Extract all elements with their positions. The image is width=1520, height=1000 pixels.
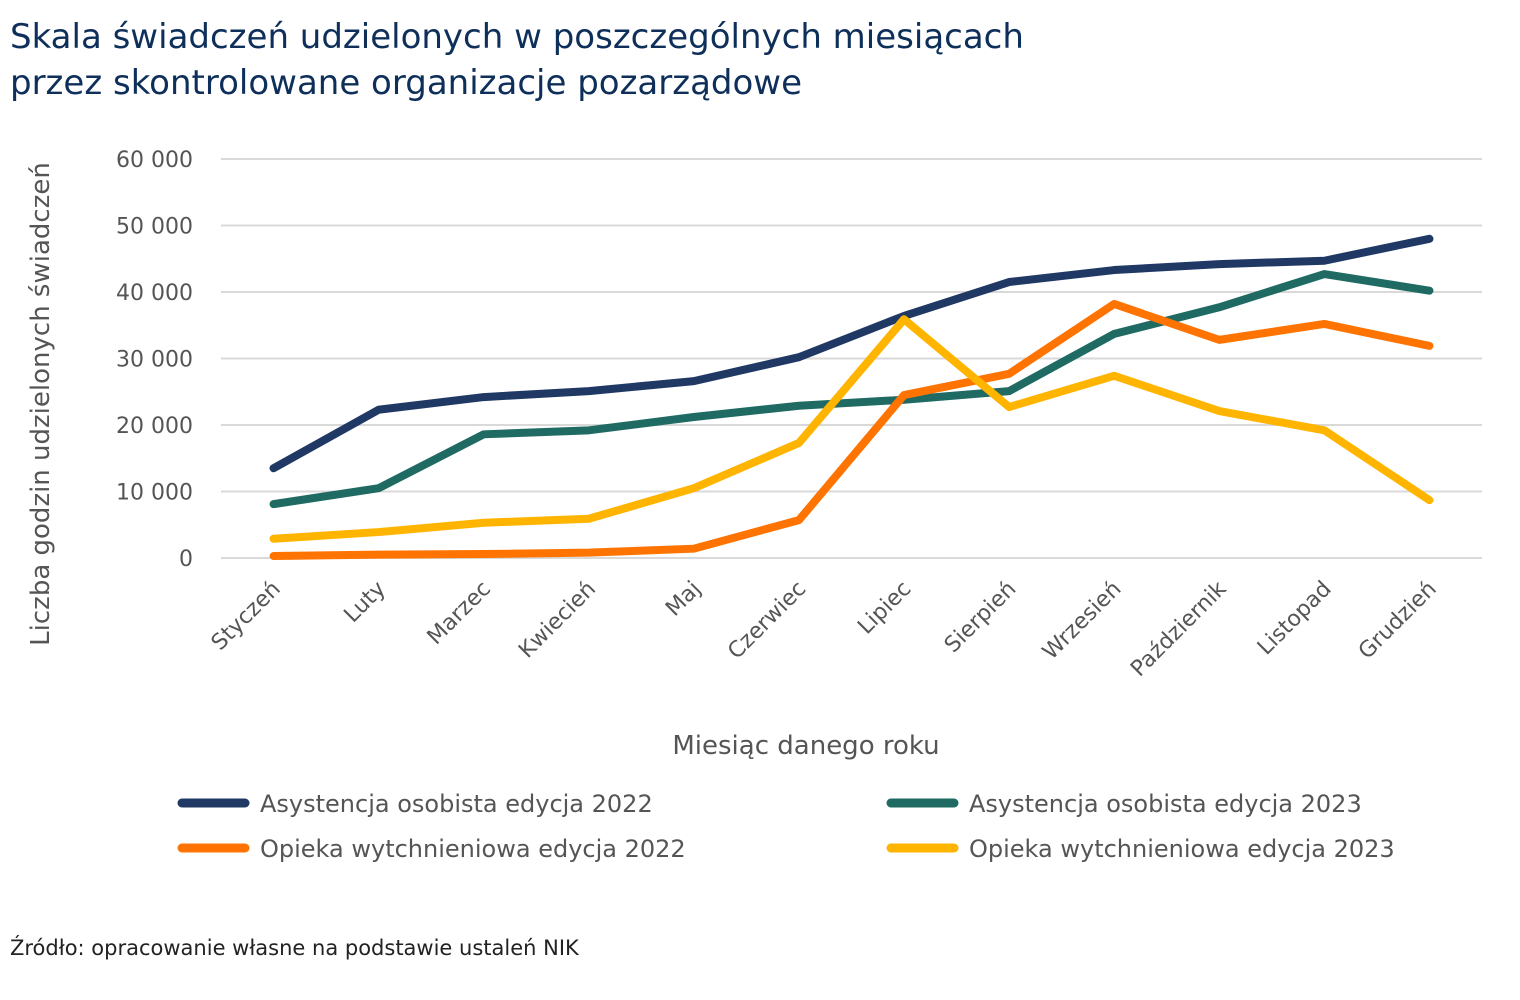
legend-label: Opieka wytchnieniowa edycja 2022	[260, 835, 686, 863]
y-axis-label: Liczba godzin udzielonych świadczeń	[26, 162, 56, 646]
y-tick-label: 10 000	[116, 481, 193, 506]
title-line-1: Skala świadczeń udzielonych w poszczegól…	[10, 17, 1024, 57]
x-tick-label: Sierpień	[940, 577, 1021, 658]
source-note: Źródło: opracowanie własne na podstawie …	[10, 936, 579, 960]
y-tick-label: 60 000	[116, 148, 193, 173]
y-tick-label: 30 000	[116, 348, 193, 373]
legend-label: Asystencja osobista edycja 2023	[969, 790, 1362, 818]
x-tick-label: Listopad	[1253, 577, 1337, 661]
y-tick-label: 0	[179, 547, 193, 572]
legend-label: Asystencja osobista edycja 2022	[260, 790, 653, 818]
series-line-1	[269, 234, 1434, 473]
series-line-3	[269, 299, 1434, 561]
series-line-4	[269, 315, 1434, 543]
y-tick-label: 50 000	[116, 215, 193, 240]
x-tick-label: Grudzień	[1354, 577, 1442, 665]
legend: Asystencja osobista edycja 2022 Asystencj…	[177, 790, 1395, 863]
x-tick-label: Styczeń	[207, 577, 286, 656]
legend-label: Opieka wytchnieniowa edycja 2023	[969, 835, 1395, 863]
x-tick-label: Lipiec	[853, 577, 916, 640]
x-tick-label: Luty	[340, 577, 391, 628]
x-tick-label: Maj	[661, 577, 706, 622]
x-tick-label: Październik	[1126, 576, 1231, 681]
x-axis-label: Miesiąc danego roku	[672, 731, 939, 761]
title-line-2: przez skontrolowane organizacje pozarząd…	[10, 63, 803, 103]
y-tick-label: 20 000	[116, 414, 193, 439]
x-tick-label: Wrzesień	[1038, 577, 1126, 665]
y-tick-label: 40 000	[116, 281, 193, 306]
x-tick-label: Czerwiec	[723, 577, 811, 665]
chart-title: Skala świadczeń udzielonych w poszczegól…	[10, 14, 1024, 106]
x-tick-label: Marzec	[423, 577, 496, 650]
series-line-2	[269, 270, 1434, 509]
x-tick-label: Kwiecień	[514, 577, 601, 664]
